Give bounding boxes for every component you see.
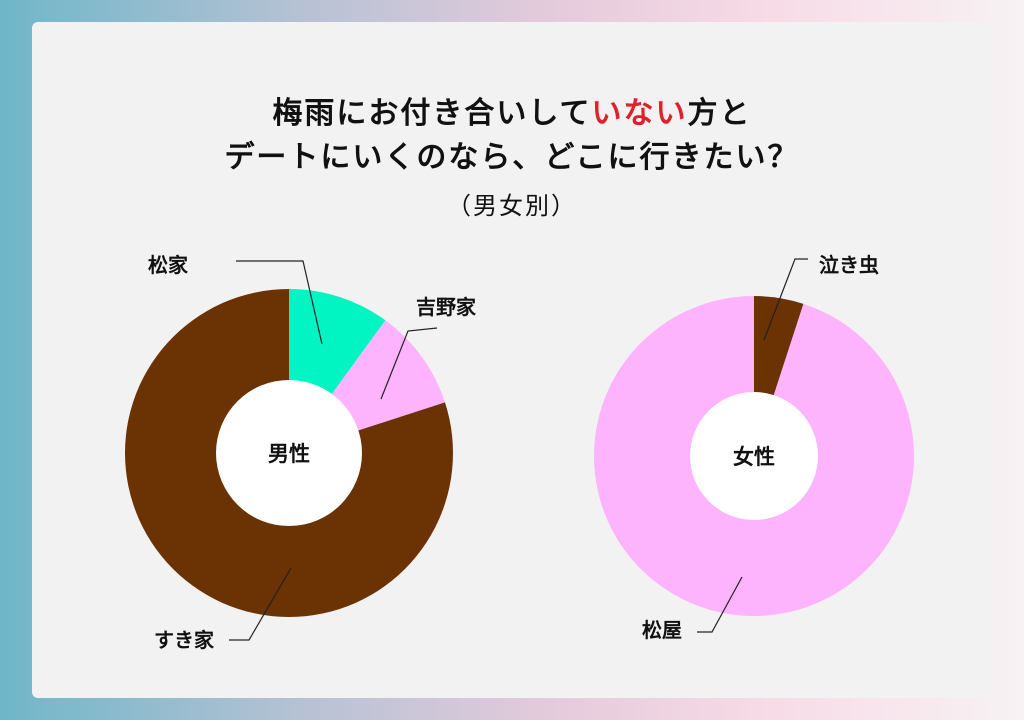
leader-line: [380, 327, 438, 400]
chart-title: 梅雨にお付き合いしていない方と デートにいくのなら、どこに行きたい？: [0, 92, 1024, 180]
leader-line: [229, 567, 292, 641]
donut-hole: [690, 392, 818, 520]
slice-label: 松屋: [642, 618, 682, 642]
title-text-b: 方と: [687, 96, 752, 131]
slice-label: 松家: [148, 253, 189, 277]
title-line-2: デートにいくのなら、どこに行きたい？: [224, 140, 800, 175]
title-text-a: 梅雨にお付き合いして: [272, 96, 592, 131]
slice-label: 吉野家: [416, 295, 477, 319]
center-label: 男性: [268, 442, 310, 466]
title-highlight: いない: [591, 96, 688, 131]
leader-line: [697, 576, 743, 633]
donut-hole: [216, 380, 362, 526]
chart-subtitle: （男女別）: [447, 192, 577, 220]
slice-label: すき家: [154, 628, 215, 652]
center-label: 女性: [733, 445, 775, 469]
leader-line: [763, 258, 808, 341]
slice-label: 泣き虫: [819, 253, 879, 277]
title-line-1: 梅雨にお付き合いしていない方と: [0, 92, 1024, 136]
leader-line: [236, 260, 323, 345]
